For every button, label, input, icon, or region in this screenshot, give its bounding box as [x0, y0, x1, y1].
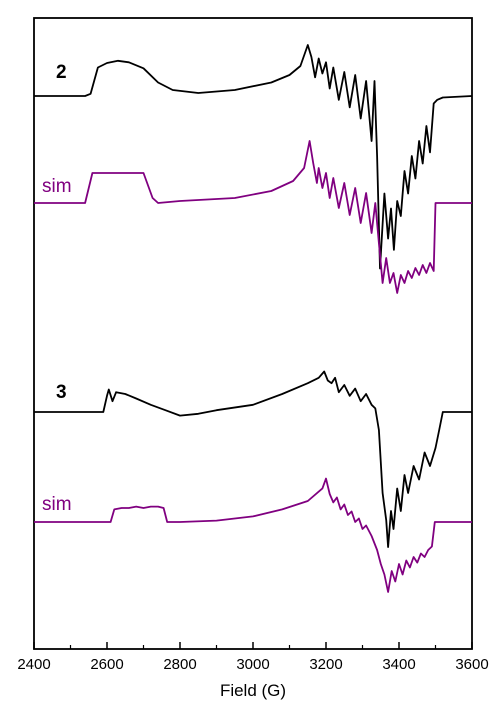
trace-labels: 2 sim 3 sim — [42, 62, 72, 515]
trace-4-line — [34, 477, 472, 593]
x-tick-label-3000: 3000 — [236, 656, 269, 673]
spectra-traces — [34, 44, 473, 593]
x-tick-label-2600: 2600 — [90, 656, 123, 673]
trace-2-line — [34, 140, 472, 294]
trace-1-line — [34, 44, 473, 270]
x-tick-label-3400: 3400 — [382, 656, 415, 673]
x-axis-ticks: 2400 2600 2800 3000 3200 3400 3600 — [17, 642, 489, 673]
trace-2-label: sim — [42, 176, 72, 197]
trace-1-label: 2 — [56, 62, 67, 83]
x-axis-title: Field (G) — [220, 681, 286, 700]
trace-3-line — [34, 370, 472, 548]
trace-3-label: 3 — [56, 382, 67, 403]
x-tick-label-2800: 2800 — [163, 656, 196, 673]
x-tick-label-3600: 3600 — [455, 656, 488, 673]
x-tick-label-3200: 3200 — [309, 656, 342, 673]
x-tick-label-2400: 2400 — [17, 656, 50, 673]
plot-frame — [33, 17, 473, 650]
trace-4-label: sim — [42, 494, 72, 515]
